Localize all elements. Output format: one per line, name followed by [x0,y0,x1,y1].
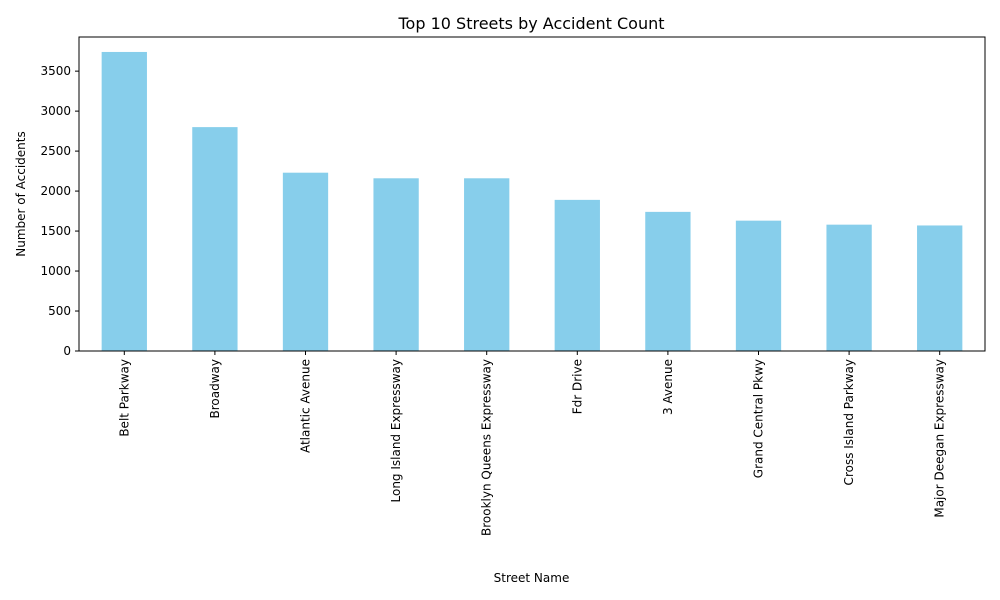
plot-frame [78,36,986,352]
bar-broadway [192,127,238,352]
x-tick-label: Belt Parkway [117,359,131,437]
y-axis-label: Number of Accidents [14,131,28,257]
x-tick-label: Fdr Drive [570,359,584,414]
bar-fdr-drive [554,199,600,351]
x-tick-label: 3 Avenue [661,359,675,415]
bar-belt-parkway [101,51,147,351]
bar-major-deegan-expressway [917,225,963,351]
y-tick-label: 3000 [40,104,71,118]
y-tick-label: 2000 [40,184,71,198]
y-tick-label: 2500 [40,144,71,158]
x-axis-label: Street Name [494,571,570,585]
bar-grand-central-pkwy [735,220,782,351]
bar-atlantic-avenue [282,172,329,351]
bar-cross-island-parkway [826,224,872,351]
x-tick-label: Long Island Expressway [389,359,403,503]
y-axis: 0 500 1000 1500 2000 2500 3000 3500 [40,64,79,358]
y-tick-label: 0 [63,344,71,358]
x-axis: Belt Parkway Broadway Atlantic Avenue Long … [117,351,947,536]
bar-brooklyn-queens-expressway [464,178,510,351]
x-tick-label: Atlantic Avenue [299,359,313,453]
x-tick-label: Brooklyn Queens Expressway [480,359,494,536]
y-tick-label: 3500 [40,64,71,78]
bar-3-avenue [645,211,691,351]
y-tick-label: 500 [48,304,71,318]
x-tick-label: Major Deegan Expressway [933,359,947,518]
x-tick-label: Broadway [208,359,222,418]
y-tick-label: 1500 [40,224,71,238]
y-tick-label: 1000 [40,264,71,278]
chart-title: Top 10 Streets by Accident Count [398,14,665,33]
x-tick-label: Cross Island Parkway [842,359,856,485]
bars-group [101,51,963,352]
bar-long-island-expressway [373,178,419,351]
x-tick-label: Grand Central Pkwy [752,359,766,478]
